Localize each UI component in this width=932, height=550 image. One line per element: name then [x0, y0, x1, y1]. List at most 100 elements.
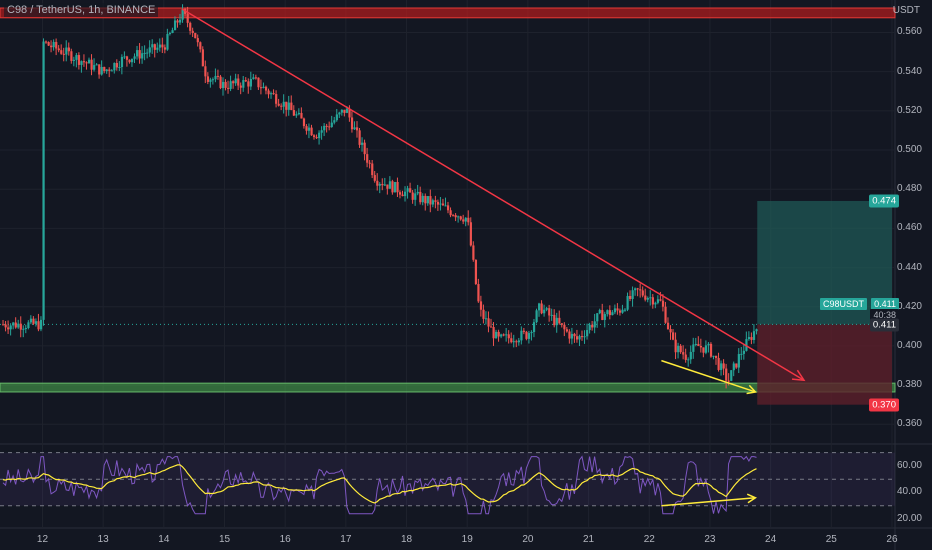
candle — [621, 309, 624, 313]
candle — [333, 120, 336, 123]
candle — [419, 191, 422, 203]
price-tick-label: 0.440 — [896, 261, 922, 273]
candle — [459, 216, 462, 220]
candle — [684, 354, 687, 360]
candle — [305, 126, 308, 131]
candle — [128, 59, 131, 63]
candle — [386, 184, 389, 189]
candle — [489, 326, 493, 328]
candle — [307, 127, 311, 131]
candle — [702, 347, 705, 353]
candle — [264, 86, 268, 91]
rsi-tick-label: 40.00 — [896, 486, 922, 498]
price-divergence-arrow — [661, 359, 756, 393]
candle — [171, 30, 174, 34]
time-tick-label: 15 — [218, 534, 231, 545]
candle — [221, 81, 225, 89]
candle — [674, 339, 677, 353]
chart-title: C98 / TetherUS, 1h, BINANCE — [4, 3, 159, 17]
candle — [697, 343, 700, 346]
candle — [578, 336, 581, 340]
candle — [535, 310, 538, 323]
candle — [548, 308, 551, 316]
candle — [404, 191, 407, 197]
candle — [381, 183, 384, 186]
candle — [454, 215, 457, 218]
candle — [22, 328, 25, 330]
candle — [530, 332, 533, 334]
candle — [211, 79, 215, 81]
candle — [565, 329, 569, 332]
candle — [32, 318, 35, 324]
candle — [123, 56, 126, 58]
time-tick-label: 20 — [522, 534, 534, 545]
candle — [464, 217, 467, 222]
candle — [290, 102, 293, 111]
candle — [424, 195, 427, 204]
candle — [575, 336, 579, 340]
candle — [75, 55, 78, 60]
candle — [173, 20, 177, 31]
price-tick-label: 0.500 — [896, 144, 922, 156]
candle — [687, 359, 690, 361]
candle — [568, 331, 571, 339]
candle — [664, 306, 667, 323]
candle — [449, 210, 452, 216]
candle — [401, 194, 404, 197]
candle — [345, 108, 349, 113]
stop-loss-zone — [757, 324, 892, 405]
candle — [234, 78, 237, 84]
candle — [72, 59, 76, 61]
candle — [666, 322, 670, 330]
candle — [672, 332, 675, 340]
candle — [596, 313, 599, 322]
candle — [100, 66, 103, 75]
candle — [398, 192, 402, 195]
candle — [320, 130, 323, 133]
price-tick-label: 0.360 — [896, 418, 922, 430]
candle — [623, 309, 627, 311]
candle — [732, 363, 735, 371]
price-axis-unit: USDT — [892, 5, 920, 16]
time-tick-label: 22 — [643, 534, 655, 545]
candle — [300, 112, 303, 119]
candle — [143, 52, 146, 54]
candle — [259, 87, 263, 89]
candle — [644, 295, 647, 300]
candle — [363, 142, 366, 155]
candle — [411, 192, 414, 200]
candle — [103, 66, 106, 72]
candle — [742, 350, 746, 354]
candle — [348, 108, 351, 118]
candle — [472, 245, 475, 260]
candle — [629, 296, 632, 299]
candle — [105, 69, 108, 72]
time-tick-label: 21 — [583, 534, 595, 545]
candle — [725, 368, 728, 381]
candle — [343, 109, 346, 113]
candle — [52, 41, 55, 48]
candle — [130, 58, 134, 63]
candle — [601, 310, 604, 320]
candle — [560, 323, 563, 325]
candle — [441, 203, 445, 206]
candle — [752, 331, 756, 340]
support-zone — [0, 382, 896, 393]
candle — [161, 44, 164, 48]
candle — [717, 357, 720, 370]
candle — [492, 327, 495, 339]
candle — [502, 334, 505, 336]
candle — [373, 175, 376, 181]
candle — [85, 62, 88, 64]
candle — [651, 297, 654, 305]
entry-price-label: 0.411 — [869, 318, 899, 332]
price-tick-label: 0.420 — [896, 300, 922, 312]
candle — [19, 323, 22, 330]
candle — [196, 38, 199, 43]
candle — [87, 59, 91, 64]
current-price-label: 0.411 — [871, 298, 899, 311]
rsi-divergence-arrow-head — [746, 493, 757, 504]
candle — [611, 312, 614, 316]
rsi-tick-label: 20.00 — [896, 513, 922, 525]
